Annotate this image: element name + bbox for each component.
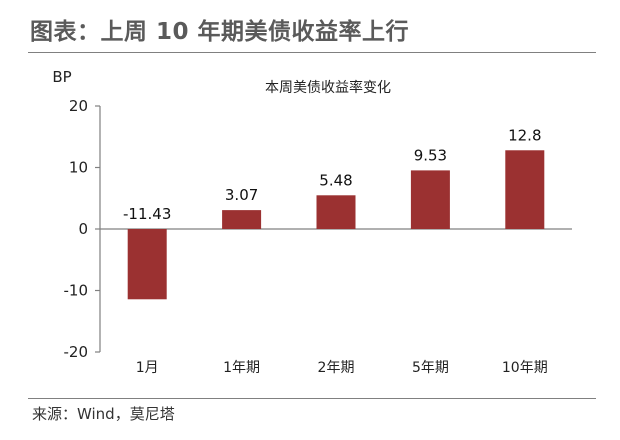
bar: [222, 210, 262, 229]
figure-title: 图表：上周 10 年期美债收益率上行: [30, 19, 410, 45]
y-tick-label: -10: [64, 282, 89, 300]
data-label: 3.07: [225, 186, 258, 204]
y-tick-label: 10: [69, 159, 88, 177]
y-tick-label: 0: [78, 220, 88, 238]
data-label: 12.8: [508, 126, 541, 144]
chart-title: 本周美债收益率变化: [265, 79, 391, 96]
data-label: 5.48: [319, 171, 352, 189]
y-tick-label: -20: [64, 343, 89, 361]
data-label: 9.53: [414, 146, 447, 164]
bar: [410, 170, 450, 229]
bar: [316, 195, 356, 229]
x-category-label: 1年期: [223, 360, 260, 376]
data-label: -11.43: [123, 205, 171, 223]
bar: [505, 150, 545, 229]
bar: [127, 229, 167, 300]
x-category-label: 1月: [136, 360, 159, 376]
bottom-divider: [28, 398, 596, 399]
source-note: 来源：Wind，莫尼塔: [32, 405, 175, 423]
x-category-label: 2年期: [318, 360, 355, 376]
top-divider: [28, 52, 596, 53]
y-axis-unit-label: BP: [52, 68, 71, 86]
x-category-label: 10年期: [502, 360, 548, 376]
y-tick-label: 20: [69, 97, 88, 115]
x-category-label: 5年期: [412, 360, 449, 376]
